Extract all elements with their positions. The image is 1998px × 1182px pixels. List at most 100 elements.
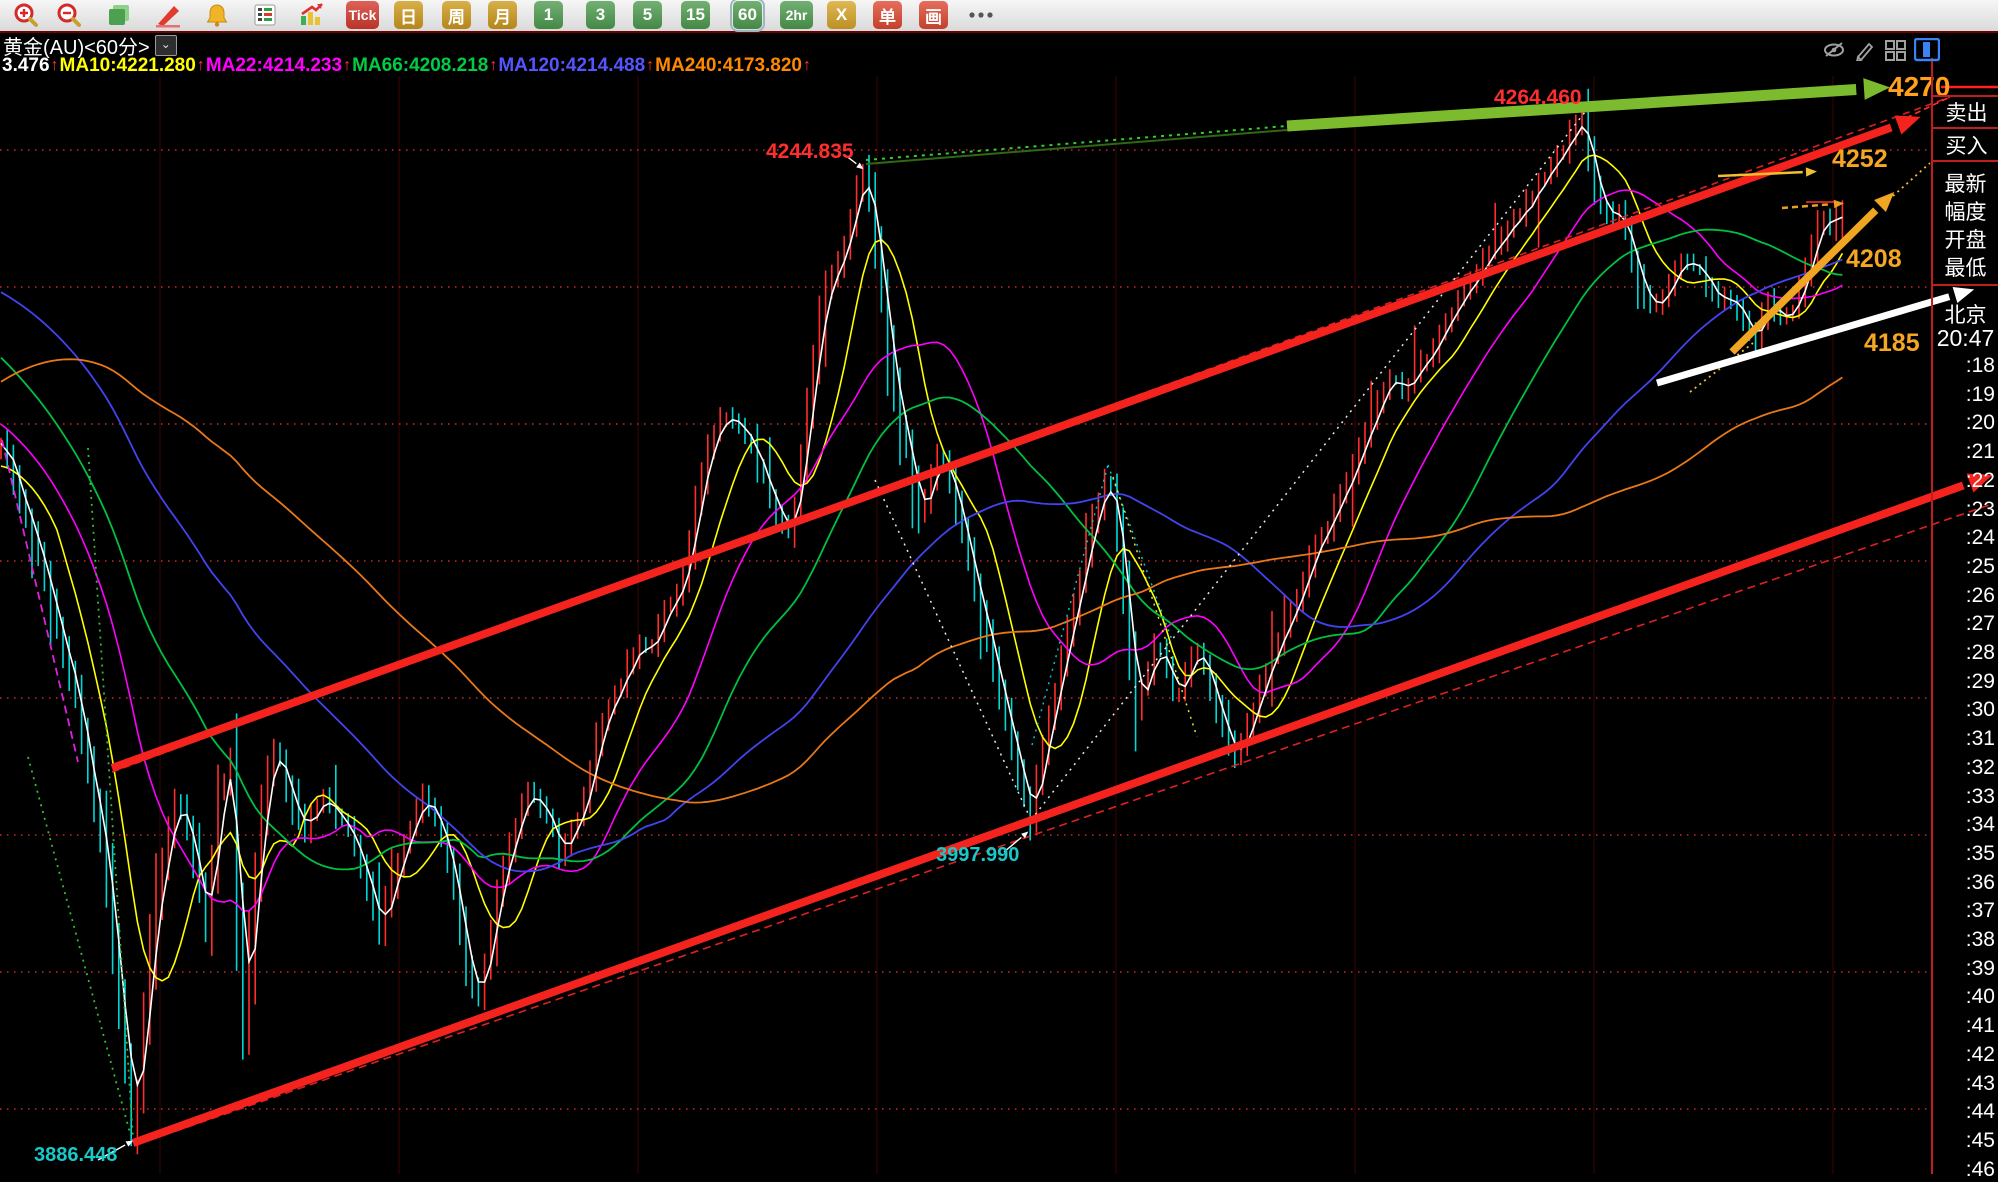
toolbar: Tick 日 周 月 1 3 5 15 60 2hr X 单 画 (0, 0, 1998, 33)
teal-wedge-right (1107, 464, 1173, 641)
toolbar-button-label: 画 (925, 7, 942, 27)
orange-thick-arrow-head (1874, 191, 1895, 212)
time-list-item: :24 (1965, 526, 1995, 550)
toolbar-button-label: 1 (543, 5, 554, 24)
green-target-arrow-head (1863, 78, 1890, 100)
white-dotted-up (1030, 111, 1586, 821)
price-target-4208: 4208 (1846, 245, 1902, 273)
low-label-3997: 3997.990 (936, 844, 1019, 866)
quote-info-label: 最低 (1944, 257, 1987, 280)
time-list-item: :42 (1965, 1042, 1995, 1066)
trend-chart-button[interactable] (297, 1, 326, 29)
ma-up-arrow-icon: ↑ (646, 56, 655, 74)
price-target-4252: 4252 (1832, 145, 1888, 173)
ma-indicator-value: MA66:4208.218 (352, 54, 489, 76)
draw-pencil-button[interactable] (153, 1, 182, 29)
time-list-item: :34 (1965, 813, 1995, 837)
quote-info-label: 最新 (1944, 173, 1987, 196)
period-1min-button[interactable]: 1 (534, 1, 563, 29)
more-button[interactable] (966, 1, 995, 29)
time-list-item: :28 (1965, 641, 1995, 664)
period-2hr-button[interactable]: 2hr (780, 1, 813, 29)
time-list-item: :46 (1965, 1157, 1995, 1181)
zoom-out-button[interactable] (54, 1, 83, 29)
period-day-button[interactable]: 日 (394, 1, 423, 29)
lower-channel-arrow-head (1966, 473, 1993, 493)
table-button[interactable] (250, 1, 279, 29)
beijing-time-label: 北京 (1944, 304, 1987, 327)
time-list-item: :18 (1965, 354, 1995, 377)
toolbar-button-label: 60 (738, 5, 757, 24)
label-arrow-4244-head (856, 162, 864, 170)
toolbar-button-label: 15 (686, 5, 705, 24)
yellow-dashed-arrow (1781, 202, 1832, 210)
ma-indicator-value: MA120:4214.488 (498, 54, 646, 76)
time-list-item: :22 (1965, 468, 1995, 492)
time-list-item: :43 (1965, 1071, 1995, 1095)
period-3min-button[interactable]: 3 (586, 1, 615, 29)
time-list-item: :41 (1965, 1014, 1995, 1038)
toolbar-button-label: 2hr (785, 7, 808, 23)
time-list-item: :25 (1965, 554, 1995, 578)
period-60min-button[interactable]: 60 (730, 0, 765, 32)
sidebar-panel-icon[interactable] (1913, 37, 1941, 67)
ma-indicator-value: 3.476 (2, 54, 50, 76)
zoom-in-button[interactable] (11, 1, 40, 29)
paint-button[interactable]: 画 (919, 1, 948, 29)
time-list-item: :20 (1965, 411, 1995, 435)
time-list-item: :44 (1965, 1100, 1995, 1124)
period-15min-button[interactable]: 15 (681, 1, 710, 29)
yellow-dotted-to-buy (1892, 162, 1931, 197)
notes-button[interactable] (104, 1, 133, 29)
tick-period-button[interactable]: Tick (346, 1, 379, 29)
table-icon (252, 2, 278, 28)
zoom-out-icon (56, 2, 82, 28)
label-arrow-3886-head (125, 1140, 134, 1147)
time-list-item: :21 (1965, 440, 1995, 464)
close-x-button[interactable]: X (827, 1, 856, 29)
alert-bell-button[interactable] (202, 1, 231, 29)
toolbar-button-label: 月 (494, 7, 511, 27)
price-target-4185: 4185 (1864, 329, 1920, 357)
period-month-button[interactable]: 月 (488, 1, 517, 29)
ma-indicator-value: MA10:4221.280 (59, 54, 196, 76)
draw-icon[interactable] (1854, 39, 1877, 66)
toolbar-button-label: 日 (400, 7, 417, 27)
buy-button[interactable]: 买入 (1931, 127, 1998, 162)
green-solid-peak-line (865, 129, 1288, 165)
visibility-icon[interactable] (1822, 39, 1847, 66)
trend-icon (298, 2, 326, 28)
order-button[interactable]: 单 (873, 1, 902, 29)
ma-indicator-value: MA240:4173.820 (655, 54, 802, 76)
time-list-item: :32 (1965, 755, 1995, 779)
time-list-item: :31 (1965, 727, 1995, 751)
sell-button[interactable]: 卖出 (1931, 95, 1998, 129)
clock-value: 20:47 (1936, 325, 1995, 351)
pencil-icon (154, 2, 182, 28)
instrument-title: 黄金(AU)<60分> (3, 36, 150, 59)
time-list-item: :38 (1965, 928, 1995, 951)
quote-info-label: 幅度 (1944, 201, 1987, 224)
ma-indicator-value: MA22:4214.233 (205, 54, 343, 76)
more-icon (966, 2, 996, 28)
time-list-item: :19 (1965, 382, 1995, 406)
toolbar-button-label: 单 (879, 7, 896, 27)
time-list-item: :33 (1965, 784, 1995, 808)
green-dotted-wedge-b (27, 756, 131, 1134)
toolbar-button-label: Tick (348, 7, 377, 23)
buy-button-label: 买入 (1945, 134, 1988, 158)
ma-up-arrow-icon: ↑ (196, 56, 205, 74)
label-arrow-3886 (97, 1144, 126, 1161)
toolbar-button-label: 周 (448, 7, 465, 27)
time-list-item: :37 (1965, 899, 1995, 923)
layout-grid-icon[interactable] (1884, 39, 1907, 66)
period-week-button[interactable]: 周 (442, 1, 471, 29)
chevron-down-icon[interactable]: ⌄ (154, 34, 177, 56)
period-5min-button[interactable]: 5 (633, 1, 662, 29)
time-list-item: :23 (1965, 497, 1995, 521)
time-list-item: :39 (1965, 956, 1995, 980)
magenta-dash-left (1, 439, 79, 763)
time-list-item: :30 (1965, 698, 1995, 722)
peak-label-4264: 4264.460 (1494, 86, 1582, 109)
